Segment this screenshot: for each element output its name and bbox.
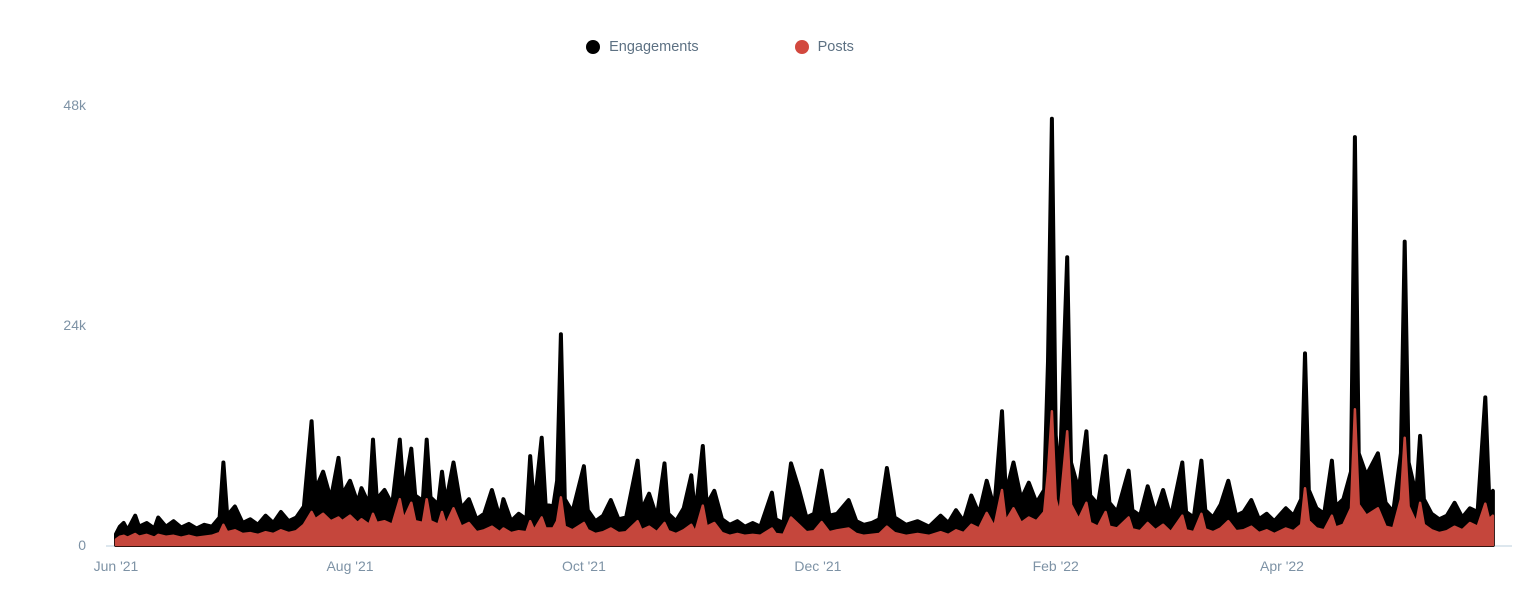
x-axis-label: Apr '22: [1260, 558, 1304, 574]
posts-dot-icon: [794, 40, 809, 54]
y-axis-label: 24k: [63, 317, 87, 333]
x-axis-label: Aug '21: [326, 558, 373, 574]
chart-legend: Engagements Posts: [0, 38, 1488, 56]
x-axis-label: Oct '21: [562, 558, 606, 574]
engagements-dot-icon: [586, 40, 601, 54]
x-axis-label: Feb '22: [1033, 558, 1079, 574]
legend-item-posts[interactable]: Posts: [794, 38, 854, 56]
legend-item-label: Engagements: [609, 39, 699, 55]
legend-item-label: Posts: [817, 39, 854, 55]
x-axis-label: Dec '21: [794, 558, 841, 574]
legend-item-engagements[interactable]: Engagements: [586, 38, 699, 56]
posts-area-series[interactable]: [114, 408, 1495, 547]
y-axis-label: 48k: [63, 97, 87, 113]
y-axis-label: 0: [78, 537, 86, 553]
x-axis-label: Jun '21: [94, 558, 139, 574]
engagements-area-series[interactable]: [114, 116, 1495, 547]
